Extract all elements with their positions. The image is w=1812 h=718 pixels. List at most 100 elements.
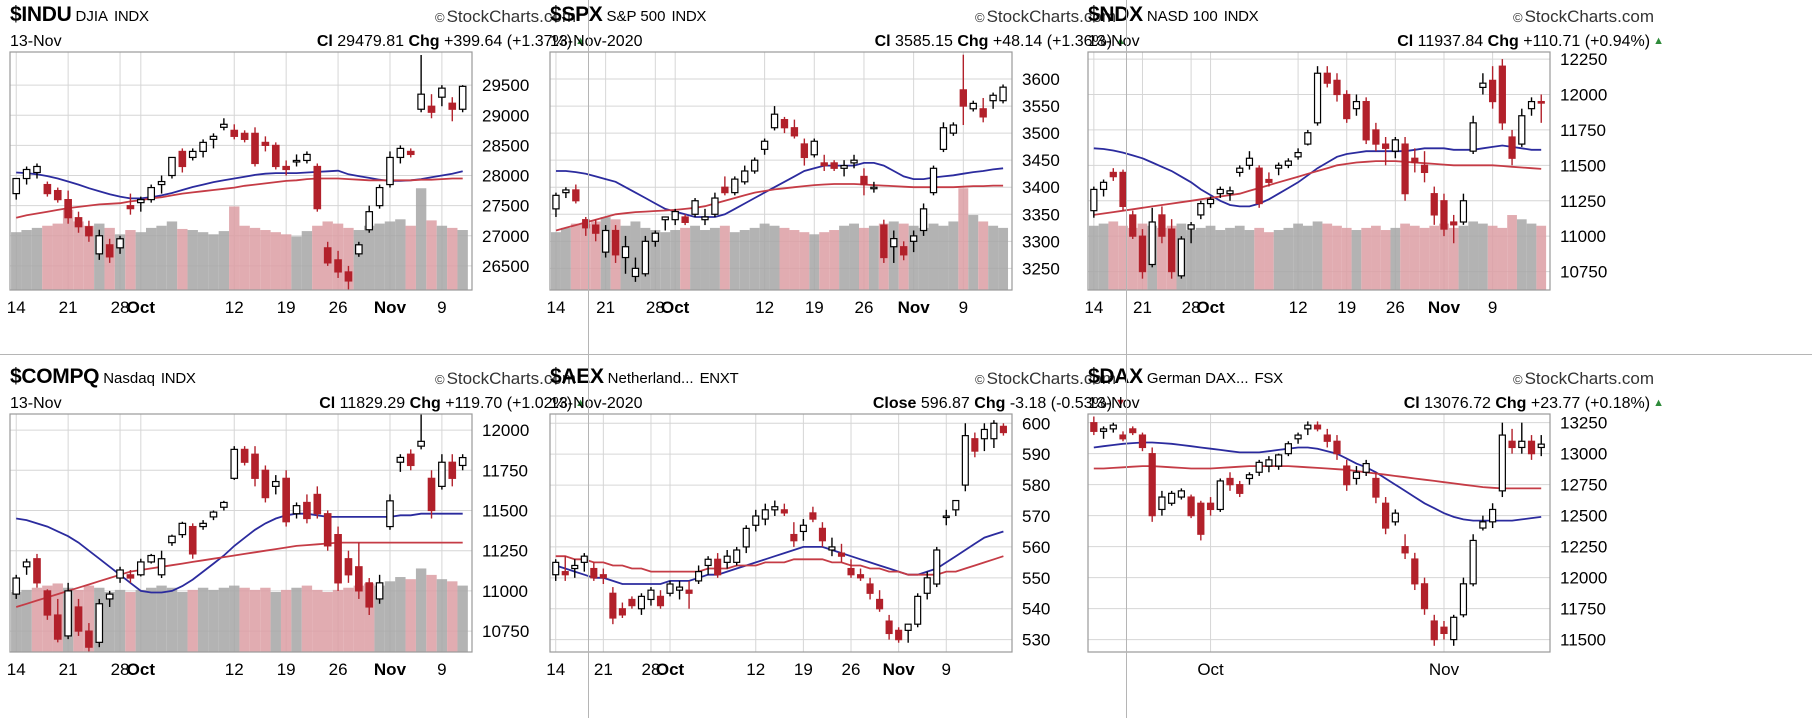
- x-tick-label: 19: [277, 298, 296, 317]
- y-tick-label: 580: [1022, 476, 1050, 495]
- volume-bar: [353, 585, 365, 652]
- volume-bar: [590, 221, 601, 290]
- chart-symbol[interactable]: $DAX German DAX... FSX: [1088, 365, 1283, 389]
- candle: [621, 235, 630, 274]
- change-value: +119.70 (+1.02%): [445, 395, 573, 412]
- candle: [240, 130, 249, 143]
- x-tick-label: 9: [437, 660, 446, 679]
- chart-symbol[interactable]: $NDX NASD 100 INDX: [1088, 3, 1259, 27]
- chart-symbol[interactable]: $SPX S&P 500 INDX: [550, 3, 706, 27]
- volume-bar: [166, 587, 178, 652]
- volume-bar: [21, 589, 32, 652]
- volume-bar: [332, 589, 344, 652]
- symbol-text: $COMPQ: [10, 365, 100, 388]
- source-watermark: © StockCharts.com: [975, 7, 1116, 27]
- x-tick-label: 12: [746, 660, 765, 679]
- volume-bar: [395, 219, 406, 290]
- volume-bar: [1341, 227, 1352, 290]
- volume-bar: [1380, 230, 1391, 290]
- change-label: Chg: [1487, 33, 1519, 50]
- candle: [1333, 435, 1341, 460]
- close-value: 11937.84: [1417, 33, 1484, 50]
- volume-bar: [1478, 223, 1488, 290]
- candle: [136, 196, 145, 212]
- x-tick-label: Nov: [374, 298, 407, 317]
- candle: [1090, 416, 1098, 436]
- quote-line: 13-Nov-2020 Close 596.87 Chg -3.18 (-0.53…: [550, 395, 1126, 415]
- volume-bar: [52, 223, 63, 290]
- x-tick-label: 9: [437, 298, 446, 317]
- chart-symbol[interactable]: $INDU DJIA INDX: [10, 3, 149, 27]
- candle: [1284, 158, 1292, 169]
- close-value: 11829.29: [339, 395, 406, 412]
- volume-bar: [426, 220, 437, 290]
- candle: [126, 569, 135, 583]
- y-tick-label: 3550: [1022, 97, 1060, 116]
- candle: [1284, 441, 1292, 457]
- y-tick-label: 12750: [1560, 476, 1607, 495]
- close-label: Cl: [316, 33, 333, 50]
- x-tick-label: 9: [1488, 298, 1497, 317]
- candle: [303, 151, 311, 164]
- volume-bar: [680, 227, 691, 290]
- x-tick-label: 28: [1182, 298, 1201, 317]
- candle: [313, 163, 322, 212]
- candle: [1099, 426, 1108, 439]
- candle: [157, 175, 166, 194]
- x-tick-label: Nov: [1429, 660, 1460, 679]
- candle: [1313, 66, 1322, 126]
- y-tick-label: 12000: [1560, 86, 1607, 105]
- candle: [714, 553, 722, 578]
- y-tick-label: 3400: [1022, 178, 1060, 197]
- close-value: 3585.15: [895, 33, 953, 50]
- candle: [969, 100, 977, 112]
- candle: [1294, 432, 1302, 444]
- candle: [396, 454, 405, 472]
- candle: [417, 55, 425, 113]
- candle: [1382, 497, 1390, 535]
- y-tick-label: 27000: [482, 227, 529, 246]
- candle: [980, 423, 988, 452]
- volume-bar: [759, 223, 770, 290]
- candle: [386, 151, 394, 188]
- candle: [651, 230, 659, 247]
- candle: [590, 562, 598, 581]
- candle: [691, 198, 699, 217]
- chart-symbol[interactable]: $COMPQ Nasdaq INDX: [10, 365, 196, 389]
- candle: [909, 230, 918, 253]
- candle: [1459, 193, 1468, 225]
- volume-bar: [447, 581, 458, 652]
- candle: [809, 506, 817, 523]
- candle: [209, 510, 218, 521]
- x-tick-label: 26: [842, 660, 861, 679]
- candle: [1138, 432, 1147, 452]
- candle: [961, 423, 969, 492]
- y-tick-label: 530: [1022, 631, 1050, 650]
- volume-bar: [280, 234, 292, 290]
- candle: [1158, 206, 1166, 244]
- candle: [1488, 503, 1497, 529]
- x-tick-label: 12: [225, 660, 244, 679]
- y-tick-label: 3350: [1022, 205, 1060, 224]
- candle: [923, 571, 931, 600]
- volume-bar: [260, 230, 271, 290]
- volume-bar: [690, 225, 701, 290]
- volume-bar: [197, 587, 209, 652]
- candle: [323, 241, 332, 266]
- chart-symbol[interactable]: $AEX Netherland... ENXT: [550, 365, 739, 389]
- volume-bar: [457, 230, 468, 290]
- candle: [12, 574, 21, 599]
- candle: [681, 214, 689, 226]
- candle: [828, 537, 836, 557]
- volume-bar: [208, 589, 219, 652]
- volume-bar: [719, 225, 730, 290]
- panel-divider: [588, 0, 589, 718]
- close-label: Cl: [319, 395, 336, 412]
- candle: [199, 139, 207, 158]
- candle: [1488, 66, 1497, 109]
- candle: [22, 166, 31, 185]
- candle: [261, 465, 270, 503]
- x-tick-label: Nov: [883, 660, 916, 679]
- candle: [85, 623, 93, 652]
- candle: [1138, 229, 1147, 279]
